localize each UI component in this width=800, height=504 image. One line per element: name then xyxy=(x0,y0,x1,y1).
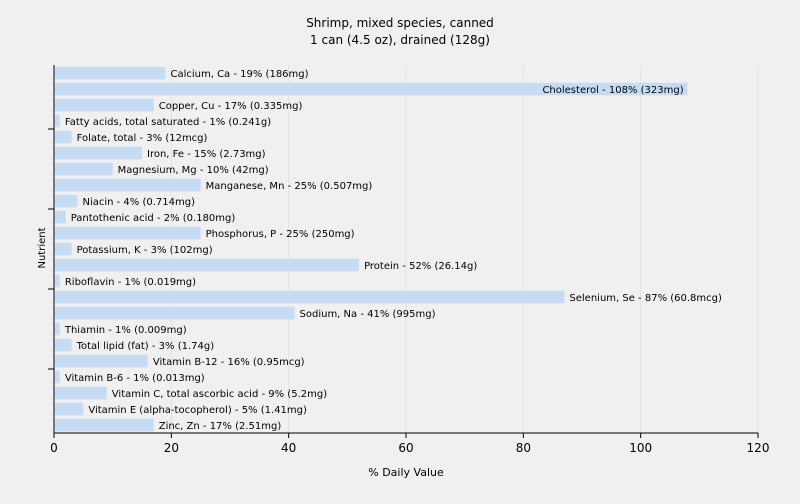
chart-subtitle: 1 can (4.5 oz), drained (128g) xyxy=(310,33,490,47)
bar xyxy=(55,226,201,240)
bar-label: Magnesium, Mg - 10% (42mg) xyxy=(118,165,269,176)
bar xyxy=(55,98,154,112)
bar xyxy=(55,210,66,224)
bar-label: Riboflavin - 1% (0.019mg) xyxy=(65,277,196,288)
bar xyxy=(55,82,688,96)
x-tick-label: 80 xyxy=(516,441,531,455)
bar-labels: Calcium, Ca - 19% (186mg) Cholesterol - 1… xyxy=(64,69,722,432)
x-axis-ticks: 0 20 40 60 80 100 120 xyxy=(50,433,769,455)
bar xyxy=(55,130,72,144)
x-tick-label: 60 xyxy=(398,441,413,455)
x-tick-label: 120 xyxy=(747,441,770,455)
bar xyxy=(55,274,60,288)
bar xyxy=(55,402,84,416)
bar-label: Selenium, Se - 87% (60.8mcg) xyxy=(569,293,722,304)
bar-label: Manganese, Mn - 25% (0.507mg) xyxy=(206,181,373,192)
bar xyxy=(55,418,154,432)
bar xyxy=(55,370,60,384)
bar-label: Vitamin C, total ascorbic acid - 9% (5.2… xyxy=(112,389,327,400)
bar xyxy=(55,354,148,368)
bar-label: Zinc, Zn - 17% (2.51mg) xyxy=(159,421,282,432)
bar-label: Vitamin B-12 - 16% (0.95mcg) xyxy=(153,357,305,368)
bar-label: Fatty acids, total saturated - 1% (0.241… xyxy=(65,117,271,128)
bar xyxy=(55,146,142,160)
chart-title: Shrimp, mixed species, canned xyxy=(306,16,494,30)
y-axis-label: Nutrient xyxy=(37,227,48,268)
x-tick-label: 20 xyxy=(164,441,179,455)
bar-label: Iron, Fe - 15% (2.73mg) xyxy=(147,149,266,160)
bar xyxy=(55,306,295,320)
x-tick-label: 40 xyxy=(281,441,296,455)
gridlines xyxy=(170,65,759,433)
bar xyxy=(55,162,113,176)
bar xyxy=(55,386,107,400)
bar xyxy=(55,242,72,256)
bar-label: Cholesterol - 108% (323mg) xyxy=(542,85,683,96)
bar-label: Vitamin E (alpha-tocopherol) - 5% (1.41m… xyxy=(88,405,307,416)
bar-label: Calcium, Ca - 19% (186mg) xyxy=(170,69,308,80)
x-axis-label: % Daily Value xyxy=(368,466,444,479)
bar xyxy=(55,290,565,304)
bar xyxy=(55,178,201,192)
bar-label: Pantothenic acid - 2% (0.180mg) xyxy=(71,213,236,224)
bar-label: Sodium, Na - 41% (995mg) xyxy=(300,309,436,320)
x-tick-label: 0 xyxy=(50,441,58,455)
bar-label: Protein - 52% (26.14g) xyxy=(364,261,477,272)
bar xyxy=(55,258,360,272)
bar-label: Folate, total - 3% (12mcg) xyxy=(77,133,208,144)
bar-label: Total lipid (fat) - 3% (1.74g) xyxy=(76,341,215,352)
x-tick-label: 100 xyxy=(629,441,652,455)
bar-label: Copper, Cu - 17% (0.335mg) xyxy=(159,101,303,112)
bar xyxy=(55,114,60,128)
bar-label: Vitamin B-6 - 1% (0.013mg) xyxy=(65,373,205,384)
bar-label: Phosphorus, P - 25% (250mg) xyxy=(206,229,355,240)
bar xyxy=(55,66,166,80)
bar-label: Niacin - 4% (0.714mg) xyxy=(82,197,195,208)
bar xyxy=(55,338,72,352)
bar xyxy=(55,322,60,336)
bar-label: Potassium, K - 3% (102mg) xyxy=(77,245,213,256)
bar-label: Thiamin - 1% (0.009mg) xyxy=(64,325,187,336)
bar xyxy=(55,194,78,208)
bars xyxy=(55,66,688,432)
